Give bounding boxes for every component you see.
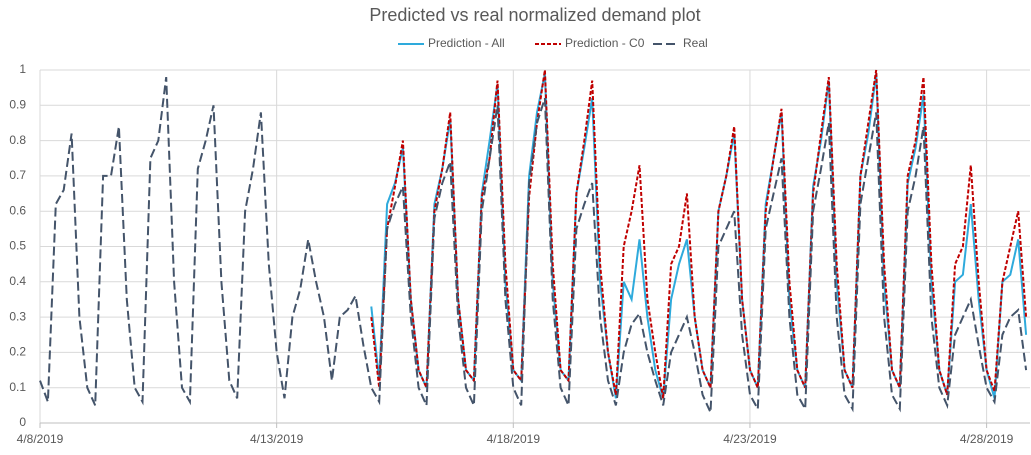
y-tick-label: 0.6 — [9, 203, 26, 217]
y-tick-label: 0.5 — [9, 239, 26, 253]
y-tick-label: 0.9 — [9, 97, 26, 111]
y-tick-label: 0.2 — [9, 345, 26, 359]
y-tick-label: 1 — [19, 62, 26, 76]
y-tick-label: 0 — [19, 415, 26, 429]
x-tick-label: 4/23/2019 — [723, 432, 777, 446]
y-tick-label: 0.7 — [9, 168, 26, 182]
x-tick-label: 4/28/2019 — [960, 432, 1014, 446]
legend-label: Prediction - C0 — [565, 36, 645, 50]
y-tick-label: 0.3 — [9, 309, 26, 323]
y-tick-label: 0.4 — [9, 274, 26, 288]
legend-label: Real — [683, 36, 708, 50]
y-tick-label: 0.8 — [9, 133, 26, 147]
x-tick-label: 4/13/2019 — [250, 432, 304, 446]
series-line — [39, 76, 1028, 413]
x-tick-label: 4/8/2019 — [17, 432, 64, 446]
legend-label: Prediction - All — [428, 36, 505, 50]
x-tick-label: 4/18/2019 — [487, 432, 541, 446]
chart-title: Predicted vs real normalized demand plot — [369, 5, 700, 25]
y-tick-label: 0.1 — [9, 380, 26, 394]
series-line — [370, 69, 1028, 399]
